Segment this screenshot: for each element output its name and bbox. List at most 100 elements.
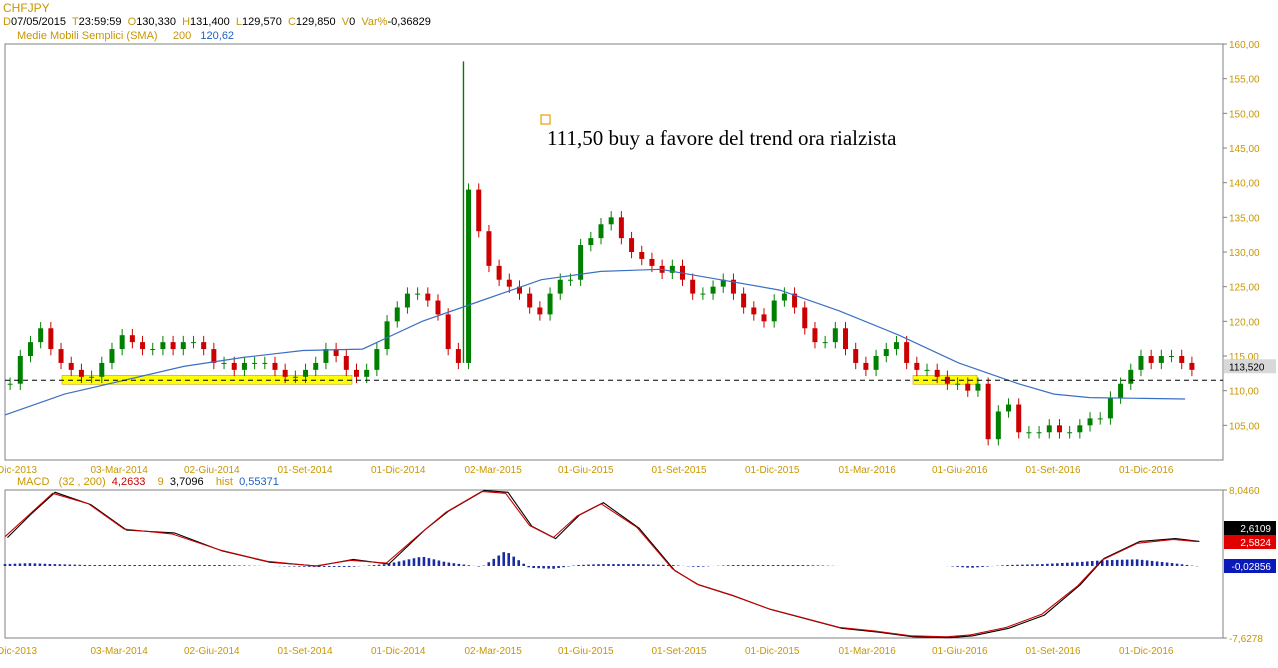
candle-body <box>1016 404 1022 433</box>
candle-body <box>109 349 115 363</box>
hist-value-badge-label: -0,02856 <box>1232 562 1272 573</box>
candle-body <box>853 349 859 363</box>
candle-body <box>353 369 359 377</box>
candle-body <box>761 314 767 322</box>
candle-body <box>1118 383 1124 398</box>
candle-body <box>7 383 13 385</box>
candle-body <box>995 411 1001 440</box>
candle-body <box>904 342 910 363</box>
candle-body <box>27 342 33 356</box>
candle-body <box>883 349 889 356</box>
candle-body <box>323 349 329 363</box>
macd-x-axis-tick-label: 01-Giu-2015 <box>558 646 614 657</box>
candle-body <box>1158 356 1164 363</box>
candle-body <box>832 328 838 343</box>
candle-body <box>730 279 736 294</box>
candle-body <box>496 265 502 280</box>
candle-body <box>160 342 166 350</box>
x-axis-tick-label: 01-Dic-2016 <box>1119 465 1174 476</box>
candle-body <box>751 307 757 315</box>
candle-body <box>771 300 777 322</box>
candle-body <box>99 362 105 377</box>
last-price-label: 113,520 <box>1229 362 1265 373</box>
candle-body <box>119 335 125 350</box>
candle-body <box>1036 432 1042 434</box>
candle-body <box>720 279 726 287</box>
candle-body <box>48 328 54 350</box>
candle-body <box>221 362 227 364</box>
candle-body <box>567 279 573 281</box>
candle-body <box>1148 356 1154 363</box>
y-axis-tick-label: 120,00 <box>1229 317 1260 328</box>
candle-body <box>313 362 319 370</box>
y-axis-tick-label: 115,00 <box>1229 352 1259 363</box>
candle-body <box>1138 356 1144 370</box>
candle-body <box>364 369 370 377</box>
candle-body <box>262 362 268 364</box>
candle-body <box>486 231 492 266</box>
candle-body <box>1189 362 1195 370</box>
candle-body <box>700 293 706 295</box>
candle-body <box>140 342 146 350</box>
candle-body <box>527 293 533 308</box>
candle-body <box>578 245 584 280</box>
candle-body <box>1026 432 1032 434</box>
candle-body <box>1097 418 1103 420</box>
candle-body <box>893 342 899 350</box>
macd-x-axis-tick-label: 01-Dic-2014 <box>371 646 426 657</box>
candle-body <box>466 189 472 363</box>
candle-body <box>914 362 920 370</box>
x-axis-tick-label: 01-Giu-2016 <box>932 465 988 476</box>
macd-x-axis-tick-label: 01-Set-2016 <box>1026 646 1081 657</box>
candle-body <box>629 238 635 252</box>
candle-body <box>955 383 961 385</box>
candle-body <box>201 342 207 350</box>
candle-body <box>445 314 451 350</box>
candle-body <box>547 293 553 315</box>
candle-body <box>68 362 74 370</box>
candle-body <box>343 356 349 370</box>
macd-x-axis-tick-label: 01-Set-2015 <box>652 646 707 657</box>
x-axis-tick-label: 01-Set-2014 <box>278 465 333 476</box>
candle-body <box>944 376 950 384</box>
macd-x-axis-tick-label: 01-Dic-2016 <box>1119 646 1174 657</box>
candle-body <box>822 342 828 344</box>
macd-y-axis-tick-label: -7,6278 <box>1229 634 1263 645</box>
candle-body <box>985 383 991 440</box>
candle-body <box>975 383 981 391</box>
candle-body <box>608 217 614 225</box>
y-axis-tick-label: 150,00 <box>1229 109 1260 120</box>
candle-body <box>557 279 563 294</box>
candle-body <box>924 369 930 371</box>
candle-body <box>516 286 522 294</box>
candle-body <box>292 376 298 378</box>
candle-body <box>1087 418 1093 426</box>
candle-body <box>802 307 808 329</box>
y-axis-tick-label: 105,00 <box>1229 421 1260 432</box>
x-axis-tick-label: 02-Mar-2015 <box>465 465 523 476</box>
symbol-title: CHFJPY <box>3 1 50 15</box>
candle-body <box>282 369 288 377</box>
candle-body <box>1077 425 1083 433</box>
candle-body <box>17 356 23 384</box>
candle-body <box>374 349 380 370</box>
macd-x-axis-tick-label: Dic-2013 <box>0 646 37 657</box>
last-price-badge <box>1224 359 1276 374</box>
candle-body <box>241 362 247 370</box>
candle-body <box>843 328 849 350</box>
x-axis-tick-label: 02-Giu-2014 <box>184 465 240 476</box>
candle-body <box>741 293 747 308</box>
macd-line <box>7 489 1200 639</box>
candle-body <box>649 258 655 266</box>
candle-body <box>415 293 421 295</box>
candle-body <box>934 369 940 377</box>
hist-value-badge <box>1224 559 1276 573</box>
candle-body <box>792 293 798 308</box>
candle-body <box>618 217 624 239</box>
candle-body <box>965 383 971 391</box>
candle-body <box>781 293 787 301</box>
price-panel-frame <box>4 43 1224 461</box>
sma-legend: Medie Mobili Semplici (SMA) 200 120,62 <box>17 30 235 42</box>
candle-body <box>1056 425 1062 433</box>
